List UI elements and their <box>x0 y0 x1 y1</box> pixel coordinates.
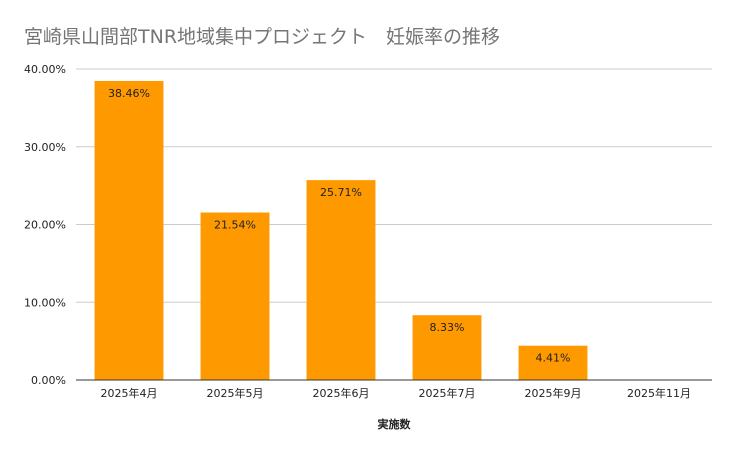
x-tick-label: 2025年4月 <box>101 386 158 400</box>
bar <box>94 80 164 380</box>
x-tick-label: 2025年11月 <box>627 386 691 400</box>
y-tick-label: 0.00% <box>31 374 66 387</box>
y-tick-label: 30.00% <box>24 141 66 154</box>
data-label: 8.33% <box>430 321 465 334</box>
y-axis-ticks: 0.00% 10.00% 20.00% 30.00% 40.00% <box>24 63 66 387</box>
x-tick-label: 2025年6月 <box>313 386 370 400</box>
data-label: 4.41% <box>536 352 571 365</box>
data-label: 21.54% <box>214 219 256 232</box>
data-label: 38.46% <box>108 87 150 100</box>
y-tick-label: 40.00% <box>24 63 66 76</box>
bar <box>306 180 376 380</box>
chart-title: 宮崎県山間部TNR地域集中プロジェクト 妊娠率の推移 <box>24 26 501 48</box>
bar <box>412 315 482 380</box>
x-axis-ticks: 2025年4月 2025年5月 2025年6月 2025年7月 2025年9月 2025年… <box>101 386 692 400</box>
x-tick-label: 2025年5月 <box>207 386 264 400</box>
bars <box>94 80 588 380</box>
x-axis-title: 実施数 <box>378 417 412 431</box>
bar <box>518 345 588 380</box>
x-tick-label: 2025年7月 <box>419 386 476 400</box>
data-labels: 38.46% 21.54% 25.71% 8.33% 4.41% <box>108 87 570 365</box>
data-label: 25.71% <box>320 186 362 199</box>
gridlines <box>76 68 712 303</box>
y-tick-label: 20.00% <box>24 219 66 232</box>
x-tick-label: 2025年9月 <box>525 386 582 400</box>
y-tick-label: 10.00% <box>24 296 66 309</box>
bar <box>200 212 270 380</box>
